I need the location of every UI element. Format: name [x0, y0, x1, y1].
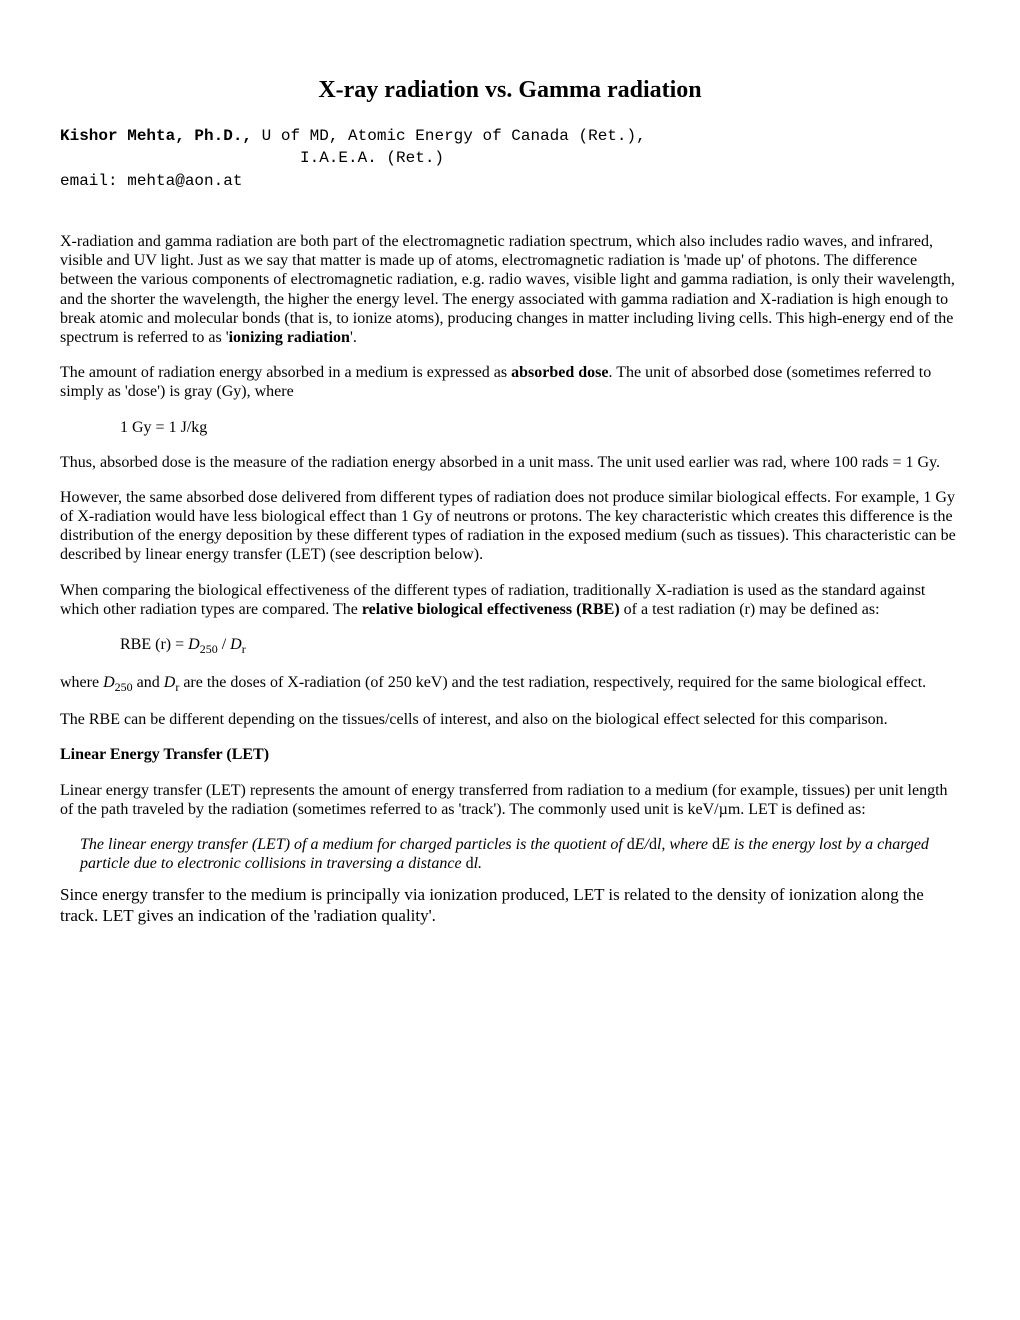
paragraph-let-final: Since energy transfer to the medium is p… — [60, 885, 960, 926]
eq2-sub2: r — [242, 642, 246, 656]
paragraph-rbe-note: The RBE can be different depending on th… — [60, 710, 960, 729]
def-h: d — [466, 855, 474, 872]
para6-e: are the doses of X-radiation (of 250 keV… — [179, 674, 926, 691]
let-definition: The linear energy transfer (LET) of a me… — [80, 835, 940, 873]
para1-c: '. — [350, 329, 357, 346]
def-c: E/ — [635, 836, 649, 853]
eq2-d: D — [230, 636, 242, 653]
para1-b: ionizing radiation — [229, 329, 350, 346]
para5-b: relative biological effectiveness (RBE) — [362, 601, 620, 618]
def-d: d — [649, 836, 657, 853]
def-f: d — [712, 836, 720, 853]
para6-d: D — [164, 674, 176, 691]
paragraph-intro: X-radiation and gamma radiation are both… — [60, 232, 960, 347]
para6-a: where — [60, 674, 103, 691]
author-block: Kishor Mehta, Ph.D., U of MD, Atomic Ene… — [60, 125, 960, 192]
para2-a: The amount of radiation energy absorbed … — [60, 364, 511, 381]
eq2-sub1: 250 — [200, 642, 218, 656]
author-email-line: email: mehta@aon.at — [60, 170, 960, 192]
paragraph-rbe: When comparing the biological effectiven… — [60, 581, 960, 619]
author-email: mehta@aon.at — [127, 172, 242, 190]
def-i: l. — [474, 855, 482, 872]
eq2-b: D — [188, 636, 200, 653]
para2-b: absorbed dose — [511, 364, 608, 381]
author-affil-2: I.A.E.A. (Ret.) — [300, 147, 960, 169]
para6-c: and — [133, 674, 164, 691]
def-b: d — [627, 836, 635, 853]
page-title: X-ray radiation vs. Gamma radiation — [60, 76, 960, 105]
def-e: l, where — [657, 836, 712, 853]
author-name: Kishor Mehta, Ph.D., — [60, 127, 252, 145]
para6-b: D — [103, 674, 115, 691]
para5-c: of a test radiation (r) may be defined a… — [620, 601, 880, 618]
equation-gy: 1 Gy = 1 J/kg — [120, 418, 960, 437]
author-line-1: Kishor Mehta, Ph.D., U of MD, Atomic Ene… — [60, 125, 960, 147]
paragraph-rad: Thus, absorbed dose is the measure of th… — [60, 453, 960, 472]
def-a: The linear energy transfer (LET) of a me… — [80, 836, 627, 853]
paragraph-let-intro: However, the same absorbed dose delivere… — [60, 488, 960, 565]
section-heading-let: Linear Energy Transfer (LET) — [60, 745, 960, 764]
paragraph-absorbed-dose: The amount of radiation energy absorbed … — [60, 363, 960, 401]
paragraph-rbe-where: where D250 and Dr are the doses of X-rad… — [60, 673, 960, 695]
author-affil-1: U of MD, Atomic Energy of Canada (Ret.), — [252, 127, 646, 145]
eq2-c: / — [218, 636, 230, 653]
email-label: email: — [60, 172, 127, 190]
para6-sub1: 250 — [115, 680, 133, 694]
paragraph-let-def: Linear energy transfer (LET) represents … — [60, 781, 960, 819]
eq2-a: RBE (r) = — [120, 636, 188, 653]
equation-rbe: RBE (r) = D250 / Dr — [120, 635, 960, 657]
para1-a: X-radiation and gamma radiation are both… — [60, 233, 955, 346]
